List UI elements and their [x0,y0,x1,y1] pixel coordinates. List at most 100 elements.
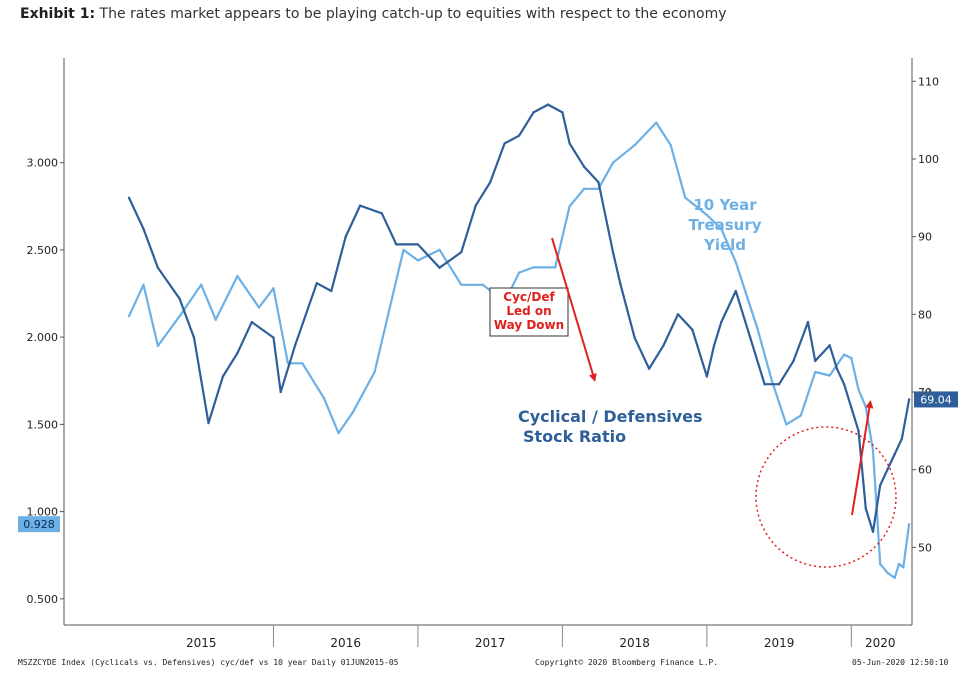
marker-70-label: 70 [919,388,931,398]
cyc-def-ratio-point [503,142,506,145]
cyc-def-ratio-point [879,483,882,487]
treasury-label-line: Treasury [688,216,761,234]
right-last-value-badge [914,391,958,408]
cyc-def-ratio-point [561,111,564,114]
cyc-def-ratio-point [250,320,254,324]
exhibit-title: Exhibit 1: The rates market appears to b… [20,6,727,22]
cyc-def-ratio-point [568,142,571,145]
treasury-yield-point [568,205,571,208]
right-tick-label: 60 [918,464,932,477]
highlight-circle [755,426,897,568]
cyc-def-ratio-point [749,336,752,339]
left-tick-label: 0.500 [27,593,59,606]
right-tick-label: 100 [918,153,939,166]
ratio-label-line: Cyclical / Defensives [518,407,703,426]
treasury-yield-point [785,423,788,426]
treasury-yield-point [532,266,535,269]
cyc-def-ratio-point [582,165,586,168]
treasury-yield-point [272,287,275,290]
treasury-yield-point [351,410,355,414]
footer-copyright: Copyright© 2020 Bloomberg Finance L.P. [535,658,719,667]
up-arrow [851,400,874,516]
cyc-def-ratio-point [871,530,875,533]
left-tick-label: 1.500 [27,418,59,431]
cyc-def-ratio-point [633,336,636,339]
cyc-def-ratio-point [546,103,550,106]
left-tick-label: 3.000 [27,157,59,170]
treasury-yield-point [236,274,239,278]
cyc-def-ratio-point [438,266,441,269]
cyc-def-ratio-point [293,344,297,347]
cyc-def-ratio-point [828,344,831,347]
cyc-def-ratio-point [806,320,810,324]
treasury-yield-point [611,161,615,164]
cyc-def-ratio-point [857,429,860,433]
ratio-label-line: Stock Ratio [523,427,626,446]
cyc-def-ratio-point [835,367,839,370]
treasury-yield-point [655,121,658,124]
cyc-def-ratio-point [734,289,737,293]
treasury-yield-point [864,405,867,409]
treasury-label-line: 10 Year [693,196,757,214]
treasury-yield-point [373,370,376,374]
cyc-def-ratio-point [777,383,781,386]
cyc-def-ratio-point [763,383,766,386]
footer-source: MSZZCYDE Index (Cyclicals vs. Defensives… [18,658,399,667]
x-tick-label: 2020 [865,636,896,650]
treasury-yield-point [871,449,875,452]
treasury-yield-point [214,318,217,321]
cyc-def-ratio-point [416,243,420,246]
cyc-def-ratio-point [330,289,333,293]
treasury-yield-point [337,431,340,435]
cyc-def-ratio-point [207,421,210,425]
left-tick-label: 2.500 [27,244,59,257]
footer-timestamp: 05-Jun-2020 12:50:10 [852,658,949,667]
cyc-def-ratio-point [907,398,911,401]
left-tick-label: 2.000 [27,331,59,344]
cyc-def-ratio-point [712,344,716,347]
cyc-def-ratio-point [517,134,521,137]
x-tick-label: 2015 [186,636,217,650]
cyc-def-ratio-point [900,437,904,440]
treasury-yield-point [301,362,304,365]
left-last-value-badge [18,516,60,533]
treasury-yield-point [178,315,181,318]
right-last-value: 69.04 [920,393,952,406]
cyc-def-ratio-point [886,468,889,471]
cyc-def-ratio-point [460,250,463,254]
left-tick-label: 1.000 [27,506,59,519]
treasury-yield-point [857,388,860,391]
right-tick-label: 50 [918,541,932,554]
callout-box [489,287,569,337]
cyc-def-ratio-point [156,266,160,269]
treasury-yield-point [902,566,905,569]
cyc-def-ratio-point [272,336,275,339]
cyc-def-ratio-point [676,313,680,316]
treasury-yield-point [734,260,737,264]
treasury-label-line: Yield [703,236,746,254]
cyc-def-ratio-point [720,320,723,324]
treasury-yield-point [582,187,586,191]
x-tick-label: 2017 [475,636,506,650]
treasury-yield-point [879,562,882,566]
treasury-yield-point [828,374,831,377]
treasury-yield-point [127,315,131,318]
cyc-def-ratio-point [814,359,817,363]
cyc-def-ratio-point [618,282,622,285]
treasury-yield-point [517,271,521,274]
treasury-yield-point [683,196,687,199]
treasury-yield-point [481,283,485,286]
treasury-yield-point [907,522,911,526]
cyc-def-ratio-line [128,103,911,533]
cyc-def-ratio-point [647,367,651,370]
treasury-yield-point [770,379,774,382]
cyc-def-ratio-point [792,359,795,363]
cyc-def-ratio-point [358,204,362,207]
treasury-yield-point [402,248,405,252]
treasury-yield-point [720,227,723,231]
callout-line: Way Down [494,318,564,332]
treasury-yield-point [387,309,391,313]
treasury-yield-point [842,353,846,356]
right-tick-label: 90 [918,231,932,244]
